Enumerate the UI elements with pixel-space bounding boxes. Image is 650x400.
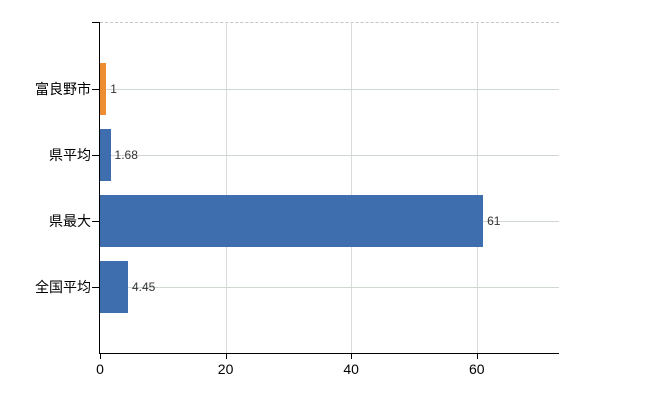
category-label: 富良野市 (35, 80, 91, 97)
bar-value-label: 1.68 (114, 147, 138, 162)
vertical-gridline (351, 22, 353, 353)
y-axis-tick (92, 154, 99, 156)
y-axis-tick (92, 88, 99, 90)
y-axis-tick (92, 220, 99, 222)
bar-value-label: 1 (110, 81, 117, 96)
x-axis-tick (225, 354, 227, 359)
bar-県最大 (100, 194, 484, 247)
horizontal-gridline (100, 154, 559, 156)
x-axis-line (98, 352, 559, 354)
horizontal-gridline (100, 286, 559, 288)
x-tick-label: 60 (469, 361, 485, 377)
horizontal-gridline (100, 88, 559, 90)
x-axis-tick (100, 354, 101, 359)
bar-value-label: 4.45 (131, 279, 156, 294)
y-axis-tick (92, 22, 99, 23)
bar-富良野市 (100, 62, 107, 115)
category-label: 県平均 (49, 146, 91, 163)
x-axis-tick (351, 354, 353, 359)
category-label: 県最大 (49, 212, 91, 229)
vertical-gridline (476, 22, 478, 353)
x-tick-label: 20 (217, 361, 234, 377)
bar-value-label: 61 (487, 213, 501, 228)
y-axis-tick (92, 286, 99, 288)
category-label: 全国平均 (35, 278, 91, 295)
bar-県平均 (100, 128, 111, 181)
x-tick-label: 0 (96, 361, 104, 377)
y-axis-line (98, 22, 100, 354)
x-axis-tick (476, 354, 478, 359)
x-tick-label: 40 (343, 361, 359, 377)
vertical-gridline (225, 22, 227, 353)
plot-top-border (100, 22, 559, 23)
bar-全国平均 (100, 260, 128, 313)
